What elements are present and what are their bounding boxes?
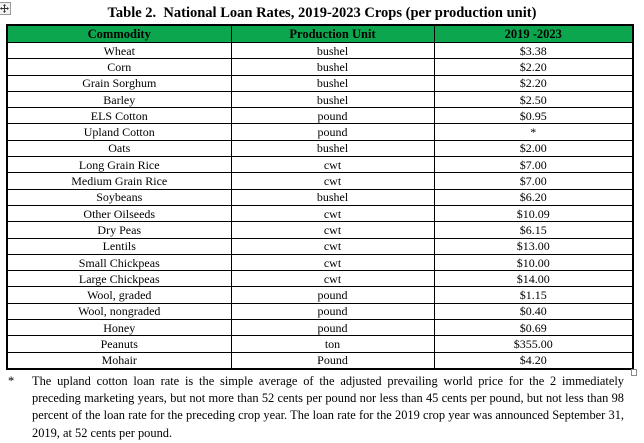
cell-unit: cwt: [230, 172, 435, 190]
cell-unit: cwt: [230, 237, 435, 255]
cell-rate: $10.09: [433, 204, 634, 223]
cell-commodity: Medium Grain Rice: [6, 172, 232, 190]
cell-commodity: Corn: [6, 58, 232, 76]
cell-unit: pound: [230, 107, 435, 125]
cell-unit: bushel: [230, 58, 435, 76]
cell-rate: $1.15: [433, 286, 634, 304]
cell-rate: $0.69: [433, 319, 634, 337]
cell-commodity: Wool, nongraded: [6, 302, 232, 321]
table-row: Mohair Pound $4.20: [6, 351, 634, 370]
header-production-unit: Production Unit: [230, 24, 435, 43]
cell-rate: $2.50: [433, 90, 634, 109]
cell-commodity: Peanuts: [6, 335, 232, 353]
cell-commodity: Honey: [6, 319, 232, 337]
cell-unit: cwt: [230, 221, 435, 239]
cell-rate: $10.00: [433, 253, 634, 272]
cell-rate: $0.40: [433, 302, 634, 321]
cell-rate: $7.00: [433, 172, 634, 190]
table-row: Medium Grain Rice cwt $7.00: [6, 172, 634, 190]
cell-rate: *: [433, 123, 634, 141]
cell-commodity: Small Chickpeas: [6, 253, 232, 272]
table-row: Honey pound $0.69: [6, 319, 634, 337]
table-row: Peanuts ton $355.00: [6, 335, 634, 353]
cell-commodity: ELS Cotton: [6, 107, 232, 125]
footnote-asterisk: *: [8, 373, 15, 388]
cell-unit: pound: [230, 123, 435, 141]
cell-commodity: Grain Sorghum: [6, 74, 232, 92]
cell-unit: pound: [230, 286, 435, 304]
cell-rate: $2.20: [433, 58, 634, 76]
cell-commodity: Large Chickpeas: [6, 270, 232, 288]
formatting-mark-icon: [631, 369, 637, 376]
cell-commodity: Barley: [6, 90, 232, 109]
cell-unit: pound: [230, 302, 435, 321]
table-row: Corn bushel $2.20: [6, 58, 634, 76]
cell-unit: bushel: [230, 90, 435, 109]
table-row: Other Oilseeds cwt $10.09: [6, 204, 634, 223]
cell-commodity: Dry Peas: [6, 221, 232, 239]
table-row: Dry Peas cwt $6.15: [6, 221, 634, 239]
table-row: Wool, nongraded pound $0.40: [6, 302, 634, 321]
table-title: Table 2. National Loan Rates, 2019-2023 …: [107, 5, 537, 21]
table-row: Upland Cotton pound *: [6, 123, 634, 141]
cell-rate: $0.95: [433, 107, 634, 125]
footnote-text: The upland cotton loan rate is the simpl…: [32, 373, 624, 440]
table-row: Long Grain Rice cwt $7.00: [6, 156, 634, 174]
table-move-handle-icon[interactable]: [0, 2, 11, 15]
cell-commodity: Oats: [6, 139, 232, 158]
table-row: Large Chickpeas cwt $14.00: [6, 270, 634, 288]
cell-unit: pound: [230, 319, 435, 337]
cell-rate: $13.00: [433, 237, 634, 255]
table-row: Lentils cwt $13.00: [6, 237, 634, 255]
cell-unit: bushel: [230, 188, 435, 206]
cell-unit: cwt: [230, 156, 435, 174]
table-row: Wool, graded pound $1.15: [6, 286, 634, 304]
cell-unit: bushel: [230, 139, 435, 158]
table-row: Barley bushel $2.50: [6, 90, 634, 109]
cell-rate: $14.00: [433, 270, 634, 288]
cell-unit: cwt: [230, 204, 435, 223]
table-row: Wheat bushel $3.38: [6, 41, 634, 60]
cell-commodity: Wheat: [6, 41, 232, 60]
table-row: Soybeans bushel $6.20: [6, 188, 634, 206]
header-row: Commodity Production Unit 2019 -2023: [6, 24, 634, 43]
footnote: * The upland cotton loan rate is the sim…: [0, 373, 644, 442]
cell-commodity: Lentils: [6, 237, 232, 255]
cell-commodity: Long Grain Rice: [6, 156, 232, 174]
cell-commodity: Mohair: [6, 351, 232, 370]
cell-rate: $2.20: [433, 74, 634, 92]
header-years: 2019 -2023: [433, 24, 634, 43]
table-row: Small Chickpeas cwt $10.00: [6, 253, 634, 272]
cell-unit: Pound: [230, 351, 435, 370]
cell-rate: $4.20: [433, 351, 634, 370]
cell-commodity: Upland Cotton: [6, 123, 232, 141]
cell-rate: $3.38: [433, 41, 634, 60]
cell-commodity: Soybeans: [6, 188, 232, 206]
cell-rate: $6.15: [433, 221, 634, 239]
cell-unit: ton: [230, 335, 435, 353]
cell-rate: $6.20: [433, 188, 634, 206]
table-row: ELS Cotton pound $0.95: [6, 107, 634, 125]
cell-unit: cwt: [230, 253, 435, 272]
four-arrow-cross-icon: [0, 4, 9, 13]
cell-commodity: Other Oilseeds: [6, 204, 232, 223]
cell-rate: $7.00: [433, 156, 634, 174]
cell-commodity: Wool, graded: [6, 286, 232, 304]
table-row: Oats bushel $2.00: [6, 139, 634, 158]
cell-rate: $2.00: [433, 139, 634, 158]
cell-unit: bushel: [230, 41, 435, 60]
cell-rate: $355.00: [433, 335, 634, 353]
cell-unit: cwt: [230, 270, 435, 288]
cell-unit: bushel: [230, 74, 435, 92]
loan-rates-table: Commodity Production Unit 2019 -2023 Whe…: [6, 24, 634, 370]
header-commodity: Commodity: [6, 24, 232, 43]
table-row: Grain Sorghum bushel $2.20: [6, 74, 634, 92]
